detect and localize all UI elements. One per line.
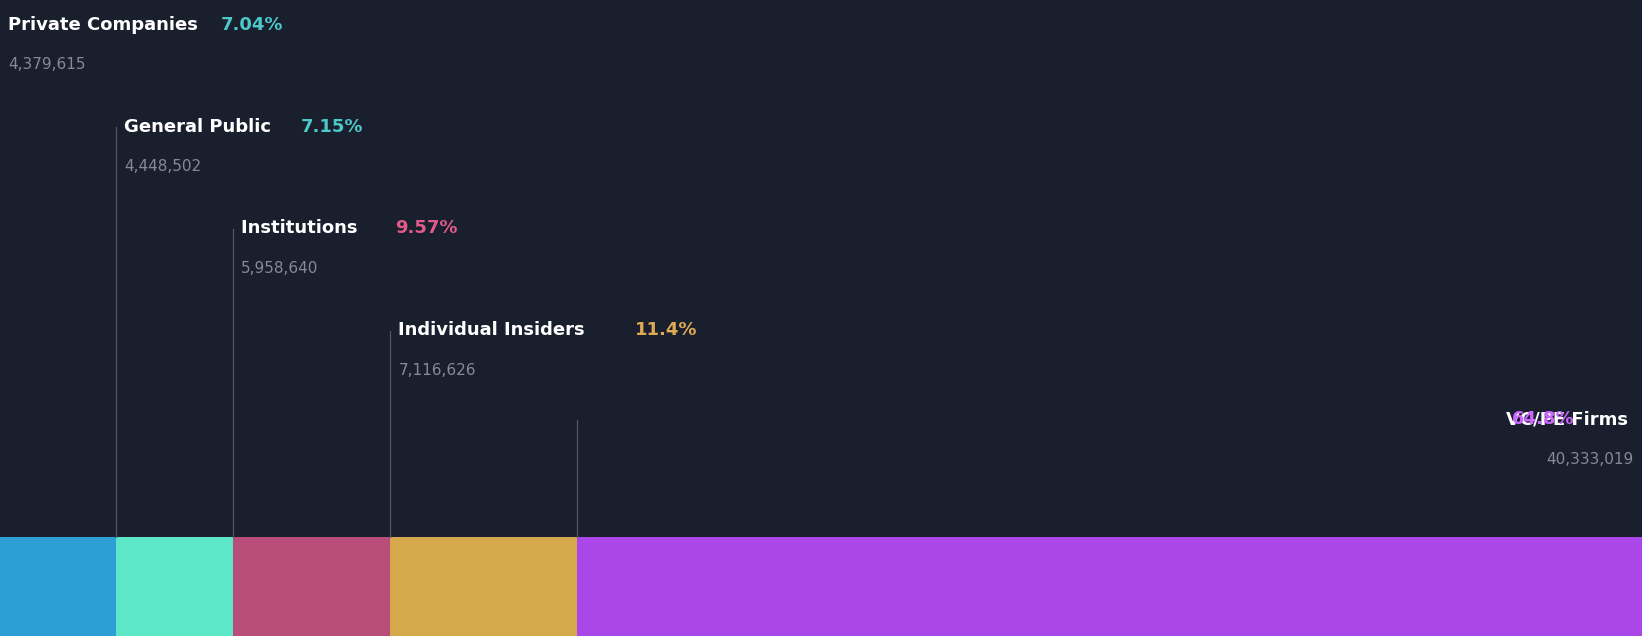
Text: VC/PE Firms: VC/PE Firms	[1506, 410, 1634, 428]
Bar	[0, 537, 115, 636]
Text: Private Companies: Private Companies	[8, 16, 204, 34]
Text: General Public: General Public	[123, 118, 277, 135]
Text: 11.4%: 11.4%	[635, 321, 698, 339]
Text: 4,448,502: 4,448,502	[123, 159, 200, 174]
Text: 7.04%: 7.04%	[222, 16, 284, 34]
Bar	[115, 537, 233, 636]
Text: 4,379,615: 4,379,615	[8, 57, 85, 73]
Text: 9.57%: 9.57%	[396, 219, 458, 237]
Text: 7.15%: 7.15%	[300, 118, 363, 135]
Bar	[391, 537, 578, 636]
Text: 40,333,019: 40,333,019	[1547, 452, 1634, 467]
Text: 7,116,626: 7,116,626	[399, 363, 476, 378]
Text: 5,958,640: 5,958,640	[241, 261, 319, 276]
Bar	[233, 537, 391, 636]
Text: 64.8%: 64.8%	[1512, 410, 1575, 428]
Text: Institutions: Institutions	[241, 219, 365, 237]
Bar	[578, 537, 1642, 636]
Text: Individual Insiders: Individual Insiders	[399, 321, 591, 339]
